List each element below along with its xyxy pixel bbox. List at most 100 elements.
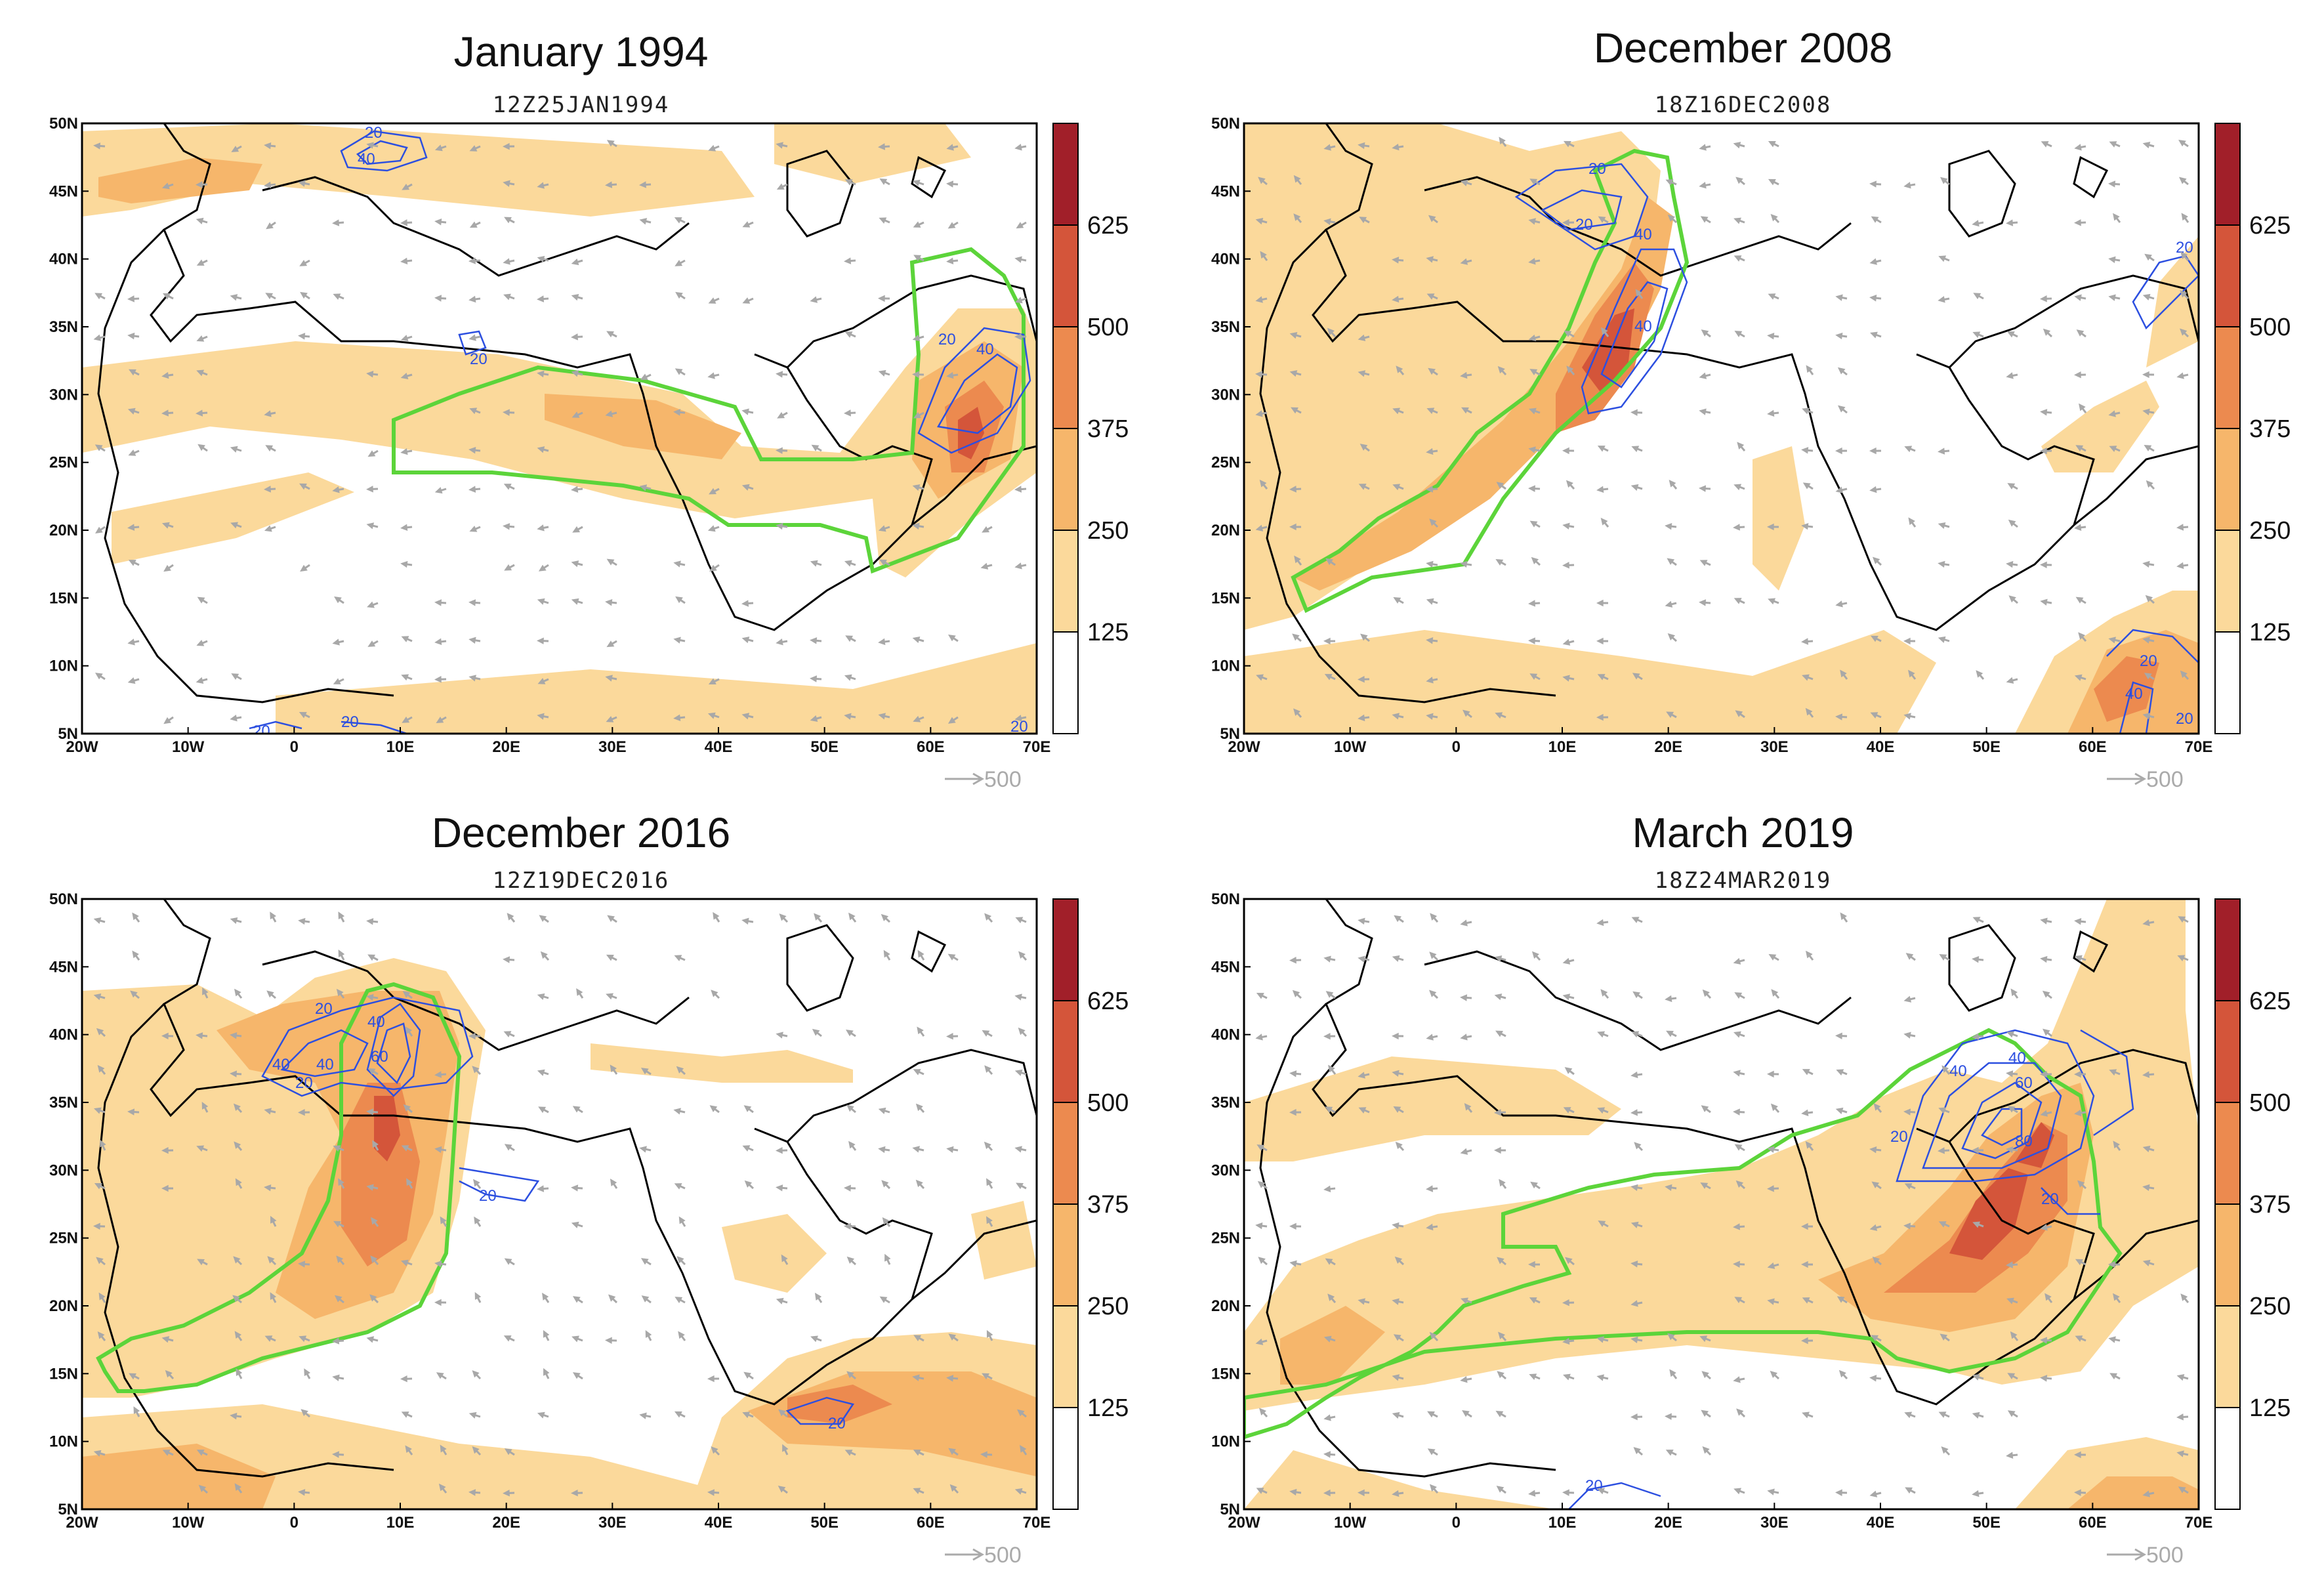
- wind-vector-head: [844, 331, 853, 338]
- wind-vector-head: [606, 993, 613, 1000]
- wind-vector-head: [503, 1335, 512, 1342]
- wind-vector-head: [915, 1103, 923, 1112]
- wind-vector-head: [707, 1489, 715, 1496]
- wind-vector-head: [2074, 1070, 2081, 1078]
- wind-vector-head: [405, 1026, 413, 1034]
- wind-vector-head: [469, 145, 478, 152]
- wind-vector-head: [1429, 990, 1437, 997]
- ivt-contours: [1514, 163, 2199, 734]
- wind-vector-head: [776, 183, 785, 190]
- wind-vector-head: [1259, 479, 1267, 488]
- wind-vector-head: [1323, 1032, 1331, 1040]
- lat-tick-label: 40N: [49, 251, 78, 268]
- wind-vector-head: [537, 1185, 545, 1192]
- wind-vector-head: [1494, 1109, 1501, 1116]
- wind-vector-head: [1014, 144, 1022, 151]
- wind-vector-head: [2040, 1224, 2048, 1231]
- wind-vector-head: [1597, 674, 1606, 680]
- wind-vector-head: [2144, 253, 2152, 261]
- wind-vector-head: [2142, 408, 2150, 415]
- lat-tick-label: 25N: [1211, 454, 1240, 472]
- wind-vector-head: [1938, 1221, 1947, 1228]
- contour-label: 20: [1890, 1128, 1908, 1146]
- wind-vector-head: [1499, 1179, 1506, 1187]
- wind-vector-head: [2010, 1331, 2018, 1339]
- wind-vector-head: [1499, 136, 1506, 145]
- wind-vector-head: [2007, 1106, 2016, 1113]
- wind-vector-head: [1427, 1448, 1436, 1455]
- wind-vector-head: [1014, 333, 1022, 341]
- lon-tick-label: 30E: [598, 1514, 627, 1532]
- wind-vector-head: [1600, 327, 1608, 335]
- wind-vector-head: [776, 447, 783, 454]
- lat-tick-label: 5N: [1220, 725, 1240, 743]
- wind-vector-head: [94, 293, 103, 300]
- wind-vector-head: [1805, 1141, 1813, 1149]
- wind-vector-head: [2040, 1337, 2047, 1344]
- wind-vector-head: [810, 1335, 818, 1343]
- wind-vector-head: [571, 1221, 579, 1228]
- wind-vector-head: [1392, 257, 1400, 264]
- wind-vector-head: [127, 407, 136, 415]
- lon-tick-label: 20W: [66, 1514, 98, 1532]
- wind-vector-head: [1014, 1488, 1023, 1495]
- wind-vector-head: [674, 217, 682, 224]
- wind-vector-head: [366, 486, 373, 493]
- wind-vector-head: [1905, 953, 1914, 960]
- wind-vector-head: [1768, 140, 1776, 148]
- wind-vector-head: [1665, 600, 1673, 608]
- wind-vector-head: [468, 599, 476, 606]
- wind-vector-head: [434, 638, 442, 646]
- wind-vector-head: [2179, 177, 2187, 184]
- wind-vector-head: [879, 217, 887, 224]
- wind-vector-head: [1562, 957, 1571, 965]
- lon-tick-label: 20W: [1228, 738, 1260, 756]
- wind-vector-head: [538, 1106, 547, 1114]
- wind-vector-head: [673, 1108, 681, 1115]
- wind-vector-head: [814, 913, 821, 921]
- wind-vector-head: [1838, 405, 1846, 413]
- wind-vector-head: [537, 1069, 545, 1076]
- wind-vector-head: [639, 218, 648, 225]
- wind-vector-head: [571, 560, 579, 568]
- wind-vector-head: [2113, 213, 2120, 221]
- wind-vector-head: [572, 1372, 581, 1379]
- wind-vector-head: [301, 1409, 308, 1417]
- wind-vector-head: [878, 369, 886, 377]
- wind-vector-head: [1869, 447, 1877, 455]
- wind-vector-head: [1292, 990, 1300, 997]
- map-frame: [1243, 898, 2200, 1511]
- wind-vector-head: [298, 1108, 305, 1116]
- wind-vector-head: [1972, 1221, 1981, 1228]
- contour-label: 20: [828, 1415, 846, 1432]
- wind-vector-head: [1767, 1185, 1774, 1192]
- wind-vector-head: [1427, 1411, 1435, 1418]
- wind-vector-head: [1395, 1141, 1403, 1150]
- wind-vector-head: [1903, 182, 1911, 189]
- wind-vector-head: [266, 222, 274, 230]
- wind-vector-head: [1529, 520, 1538, 528]
- wind-vector-head: [1566, 366, 1574, 373]
- wind-vector-head: [1631, 446, 1640, 453]
- wind-vector-head: [1938, 560, 1945, 568]
- wind-vector-head: [1768, 953, 1777, 961]
- wind-vector-head: [571, 370, 579, 377]
- wind-vector-head: [1323, 1414, 1331, 1421]
- wind-vector-head: [162, 293, 171, 300]
- colorbar-swatch: [1052, 1203, 1079, 1306]
- lon-tick-label: 20W: [66, 738, 98, 756]
- wind-vector-head: [265, 293, 274, 300]
- wind-vector-head: [1393, 1106, 1401, 1113]
- wind-vector-head: [230, 522, 239, 529]
- wind-vector-head: [402, 991, 411, 998]
- lat-tick-label: 20N: [49, 1297, 78, 1315]
- wind-vector-head: [1836, 1296, 1845, 1303]
- lon-tick-label: 60E: [917, 738, 945, 756]
- lon-tick-label: 20E: [1654, 738, 1682, 756]
- wind-vector-head: [1528, 600, 1535, 607]
- wind-vector-head: [1736, 1408, 1744, 1416]
- contour-labels: 20 40 20 20 40 20 20 20: [253, 124, 1028, 734]
- wind-vector-head: [1835, 1032, 1842, 1039]
- wind-vector-head: [572, 1106, 581, 1113]
- wind-vector-head: [503, 293, 511, 301]
